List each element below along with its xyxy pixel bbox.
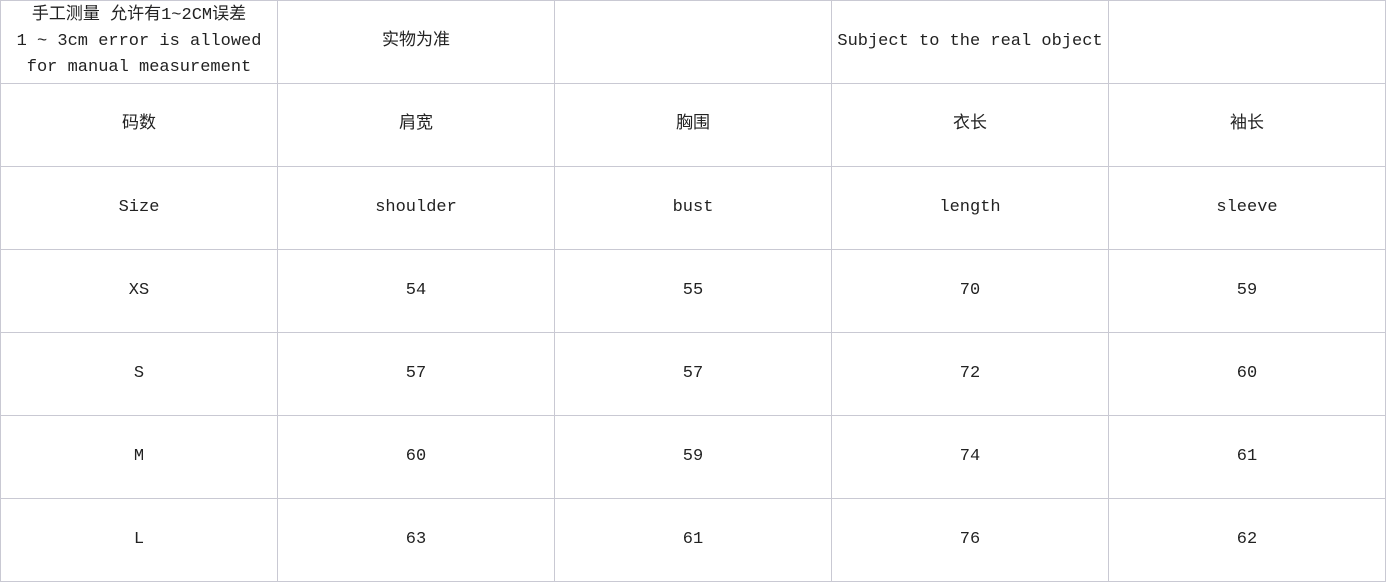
column-header-en: length (831, 166, 1109, 250)
table-cell: S (0, 332, 278, 416)
table-cell: 54 (277, 249, 555, 333)
table-cell: L (0, 498, 278, 582)
table-row: M 60 59 74 61 (0, 415, 1386, 499)
table-cell: 61 (554, 498, 832, 582)
column-header-cn: 肩宽 (277, 83, 555, 167)
header-cell (1108, 0, 1386, 84)
table-cell: 76 (831, 498, 1109, 582)
column-header-row-cn: 码数 肩宽 胸围 衣长 袖长 (0, 83, 1386, 167)
table-row: XS 54 55 70 59 (0, 249, 1386, 333)
note-line-en-2: for manual measurement (26, 58, 252, 77)
column-header-cn: 衣长 (831, 83, 1109, 167)
note-row: 手工测量 允许有1~2CM误差 1 ~ 3cm error is allowed… (0, 0, 1386, 84)
column-header-cn: 胸围 (554, 83, 832, 167)
table-row: S 57 57 72 60 (0, 332, 1386, 416)
table-row: L 63 61 76 62 (0, 498, 1386, 582)
note-line-cn: 手工测量 允许有1~2CM误差 (31, 6, 247, 25)
header-cell: Subject to the real object (831, 0, 1109, 84)
table-cell: 59 (554, 415, 832, 499)
table-cell: 57 (554, 332, 832, 416)
column-header-row-en: Size shoulder bust length sleeve (0, 166, 1386, 250)
note-line-en-1: 1 ~ 3cm error is allowed (16, 32, 262, 51)
table-cell: 57 (277, 332, 555, 416)
table-cell: 55 (554, 249, 832, 333)
column-header-cn: 码数 (0, 83, 278, 167)
table-cell: 59 (1108, 249, 1386, 333)
table-cell: XS (0, 249, 278, 333)
table-cell: M (0, 415, 278, 499)
table-cell: 63 (277, 498, 555, 582)
header-cell: 实物为准 (277, 0, 555, 84)
column-header-en: shoulder (277, 166, 555, 250)
column-header-en: Size (0, 166, 278, 250)
column-header-cn: 袖长 (1108, 83, 1386, 167)
table-cell: 60 (277, 415, 555, 499)
table-cell: 70 (831, 249, 1109, 333)
column-header-en: sleeve (1108, 166, 1386, 250)
table-cell: 60 (1108, 332, 1386, 416)
measurement-note-cell: 手工测量 允许有1~2CM误差 1 ~ 3cm error is allowed… (0, 0, 278, 84)
table-cell: 74 (831, 415, 1109, 499)
table-cell: 72 (831, 332, 1109, 416)
column-header-en: bust (554, 166, 832, 250)
table-cell: 61 (1108, 415, 1386, 499)
header-cell (554, 0, 832, 84)
table-cell: 62 (1108, 498, 1386, 582)
